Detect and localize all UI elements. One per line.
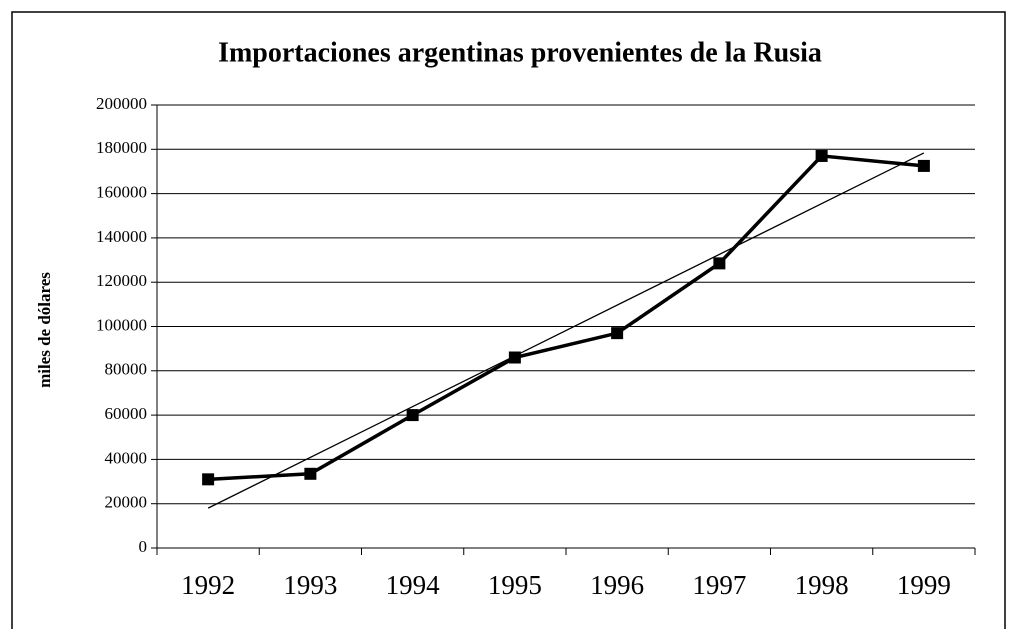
- data-marker: [713, 257, 726, 270]
- x-tick-label: 1998: [795, 570, 849, 600]
- y-tick-label: 200000: [96, 94, 147, 113]
- x-tick-label: 1993: [283, 570, 337, 600]
- y-tick-label: 140000: [96, 227, 147, 246]
- chart-frame: [11, 11, 1006, 629]
- data-marker: [406, 409, 419, 422]
- y-tick-label: 20000: [105, 493, 148, 512]
- x-tick-label: 1994: [386, 570, 441, 600]
- data-marker: [917, 159, 930, 172]
- data-marker: [611, 327, 624, 340]
- y-tick-label: 160000: [96, 183, 147, 202]
- y-tick-label: 80000: [105, 360, 148, 379]
- y-tick-label: 120000: [96, 271, 147, 290]
- y-tick-label: 60000: [105, 404, 148, 423]
- x-tick-label: 1995: [488, 570, 542, 600]
- data-marker: [815, 149, 828, 162]
- y-tick-label: 100000: [96, 315, 147, 334]
- y-tick-label: 0: [139, 537, 148, 556]
- data-marker: [202, 473, 215, 486]
- data-marker: [508, 351, 521, 364]
- x-tick-label: 1997: [692, 570, 746, 600]
- trendline: [207, 152, 925, 509]
- chart-title: Importaciones argentinas provenientes de…: [218, 37, 822, 68]
- x-tick-label: 1996: [590, 570, 644, 600]
- x-tick-label: 1992: [181, 570, 235, 600]
- data-marker: [304, 467, 317, 480]
- y-axis-label: miles de dólares: [35, 272, 54, 388]
- y-tick-label: 40000: [105, 448, 148, 467]
- x-tick-label: 1999: [897, 570, 951, 600]
- y-tick-label: 180000: [96, 138, 147, 157]
- data-line: [208, 154, 925, 482]
